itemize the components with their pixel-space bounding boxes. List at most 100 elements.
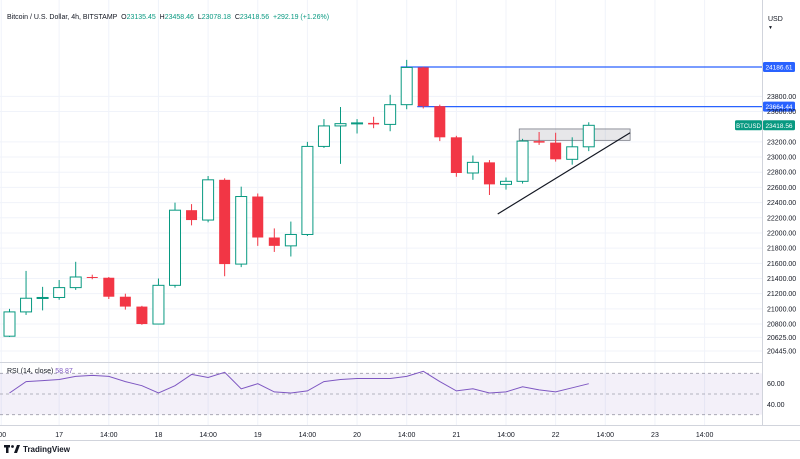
y-tick-label: 20445.00 — [767, 348, 796, 355]
y-tick-label: 22400.00 — [767, 200, 796, 207]
candle — [53, 280, 66, 300]
close-label: C — [234, 14, 240, 21]
x-tick-label: 14:00 — [696, 432, 714, 439]
candle — [284, 221, 297, 257]
candle-body — [53, 287, 66, 298]
candle-body — [450, 137, 462, 173]
rsi-value: 58.87 — [55, 368, 73, 375]
level-price-label: 24186.61 — [765, 64, 792, 71]
x-tick-label: 14:00 — [497, 432, 515, 439]
change-value: +292.19 (+1.26%) — [272, 14, 330, 21]
x-tick-label: 14:00 — [398, 432, 416, 439]
candle — [219, 178, 231, 277]
candle — [252, 193, 264, 246]
candle — [235, 186, 248, 268]
y-tick-label: 22200.00 — [767, 215, 796, 222]
x-tick-label: 20 — [353, 432, 361, 439]
currency-selector[interactable]: USD ▼ — [768, 16, 783, 32]
x-tick-label: 22 — [552, 432, 560, 439]
chevron-down-icon: ▼ — [768, 25, 773, 31]
candle — [582, 122, 595, 152]
y-tick-label: 21600.00 — [767, 261, 796, 268]
candle — [417, 66, 429, 109]
candle-body — [36, 296, 49, 299]
rsi-pane: 60.00 40.00 — [0, 370, 785, 416]
candle-body — [483, 162, 495, 185]
y-tick-label: 21200.00 — [767, 291, 796, 298]
low-value: 23078.18 — [201, 14, 231, 21]
high-label: H — [159, 14, 165, 21]
candle-body — [334, 123, 347, 127]
candle-body — [566, 146, 579, 160]
candle — [400, 59, 413, 110]
y-tick-label: 20625.00 — [767, 335, 796, 342]
candle-body — [400, 66, 413, 106]
candle — [152, 278, 165, 325]
candle-body — [351, 122, 364, 125]
candle-body — [219, 179, 231, 265]
candle — [169, 202, 181, 288]
candle-body — [119, 296, 131, 307]
candle — [434, 104, 446, 142]
level-price-tag — [763, 101, 795, 112]
candle-body — [136, 306, 148, 325]
candle — [3, 308, 16, 337]
candle-body — [202, 179, 215, 221]
candle-body — [417, 67, 429, 107]
candle — [566, 137, 579, 165]
y-tick-label: 20800.00 — [767, 322, 796, 329]
axes: 23800.00 23600.00 23200.00 23000.00 22800.00… — [0, 0, 800, 441]
level-price-tag — [763, 61, 795, 72]
candle — [20, 270, 33, 315]
range-box — [518, 128, 631, 141]
candle-body — [169, 209, 181, 286]
candle — [516, 138, 529, 184]
rsi-tick-label: 40.00 — [767, 402, 785, 409]
x-tick-label: 14:00 — [597, 432, 615, 439]
rsi-tick-label: 60.00 — [767, 381, 785, 388]
open-label: O — [121, 14, 127, 21]
tradingview-logo-icon — [4, 445, 20, 453]
candle — [384, 94, 397, 132]
grid-lines — [0, 0, 762, 425]
rsi-title: RSI (14, close) — [7, 368, 54, 375]
candle-body — [268, 237, 280, 246]
candle-body — [86, 276, 98, 278]
candle-body — [103, 277, 115, 297]
symbol-legend: Bitcoin / U.S. Dollar, 4h, BITSTAMP O231… — [7, 14, 329, 21]
candle — [317, 119, 330, 148]
candle — [368, 116, 380, 129]
candle-body — [500, 180, 512, 185]
candle-body — [152, 284, 165, 325]
x-tick-label: 14:00 — [199, 432, 217, 439]
rsi-line — [9, 370, 589, 394]
current-price-tag — [763, 120, 795, 131]
candle — [351, 119, 364, 134]
candle-body — [301, 145, 314, 235]
close-value: 23418.56 — [239, 14, 270, 21]
tradingview-brand[interactable]: TradingView — [4, 444, 70, 454]
brand-name: TradingView — [23, 444, 70, 454]
candle-body — [69, 276, 82, 289]
candle — [533, 131, 545, 145]
y-tick-label: 21400.00 — [767, 276, 796, 283]
candle-body — [20, 297, 33, 313]
candle-body — [516, 140, 529, 182]
y-tick-label: 23600.00 — [767, 109, 796, 116]
candle — [466, 155, 479, 180]
candle — [268, 228, 280, 252]
candle — [550, 132, 562, 162]
candle — [36, 286, 49, 311]
candle-body — [317, 125, 330, 147]
x-tick-label: 23 — [651, 432, 659, 439]
symbol-tag — [735, 120, 762, 131]
candle — [119, 293, 131, 310]
y-tick-label: 22800.00 — [767, 170, 796, 177]
y-tick-label: 21800.00 — [767, 246, 796, 253]
y-tick-label: 23800.00 — [767, 94, 796, 101]
x-tick-label: 14:00 — [299, 432, 317, 439]
candle — [103, 276, 115, 299]
open-value: 23135.45 — [126, 14, 156, 21]
low-label: L — [197, 14, 202, 21]
